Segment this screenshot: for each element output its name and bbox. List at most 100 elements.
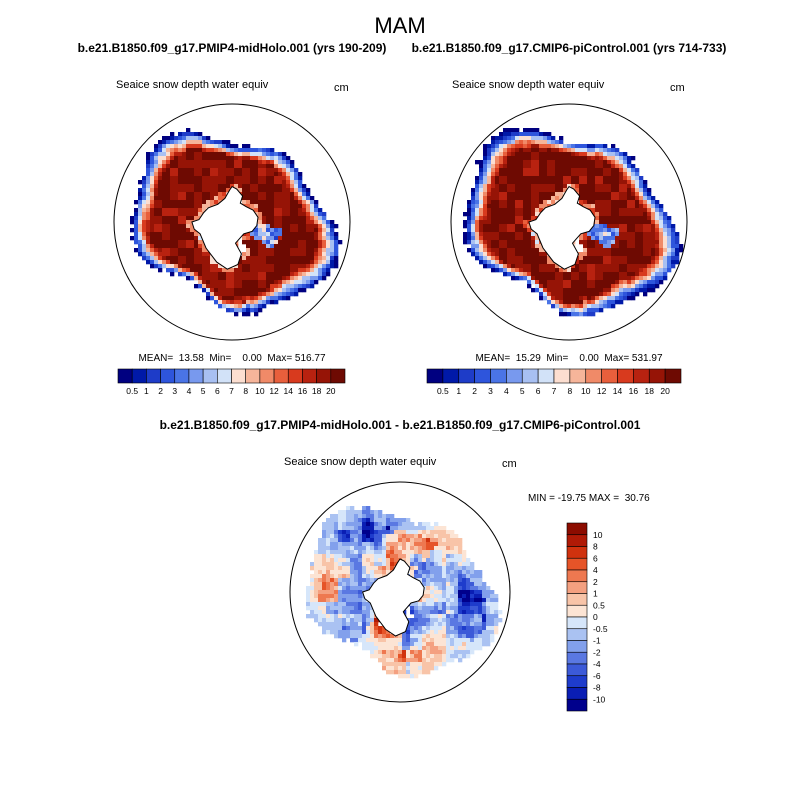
- map-cell: [258, 268, 263, 273]
- map-cell: [326, 598, 331, 603]
- map-cell: [655, 228, 660, 233]
- map-cell: [238, 156, 243, 161]
- map-cell: [615, 184, 620, 189]
- map-cell: [579, 148, 584, 153]
- map-cell: [326, 546, 331, 551]
- map-cell: [478, 578, 483, 583]
- map-cell: [206, 176, 211, 181]
- map-cell: [462, 582, 467, 587]
- map-cell: [306, 590, 311, 595]
- map-cell: [603, 204, 608, 209]
- map-cell: [434, 630, 439, 635]
- map-cell: [274, 152, 279, 157]
- map-cell: [174, 228, 179, 233]
- map-cell: [362, 534, 367, 539]
- map-cell: [166, 184, 171, 189]
- map-cell: [603, 144, 608, 149]
- map-cell: [543, 140, 548, 145]
- map-cell: [242, 264, 247, 269]
- field-title-difference: Seaice snow depth water equiv: [284, 456, 437, 468]
- map-cell: [527, 284, 532, 289]
- map-cell: [202, 284, 207, 289]
- map-cell: [551, 300, 556, 305]
- map-cell: [559, 284, 564, 289]
- map-cell: [322, 558, 327, 563]
- map-cell: [619, 296, 624, 301]
- map-cell: [210, 196, 215, 201]
- map-cell: [599, 188, 604, 193]
- map-cell: [202, 256, 207, 261]
- map-cell: [218, 180, 223, 185]
- map-cell: [647, 200, 652, 205]
- map-cell: [559, 164, 564, 169]
- map-cell: [374, 622, 379, 627]
- map-cell: [458, 626, 463, 631]
- map-cell: [523, 244, 528, 249]
- map-cell: [515, 276, 520, 281]
- map-cell: [198, 204, 203, 209]
- map-cell: [366, 518, 371, 523]
- map-cell: [418, 534, 423, 539]
- map-cell: [659, 220, 664, 225]
- map-cell: [643, 276, 648, 281]
- map-cell: [495, 252, 500, 257]
- map-cell: [531, 272, 536, 277]
- map-cell: [174, 252, 179, 257]
- map-cell: [643, 208, 648, 213]
- map-cell: [270, 180, 275, 185]
- map-cell: [314, 590, 319, 595]
- map-cell: [635, 220, 640, 225]
- map-cell: [318, 260, 323, 265]
- map-cell: [170, 216, 175, 221]
- map-cell: [583, 236, 588, 241]
- map-cell: [386, 550, 391, 555]
- map-cell: [615, 236, 620, 241]
- map-cell: [434, 538, 439, 543]
- map-cell: [202, 184, 207, 189]
- map-cell: [623, 180, 628, 185]
- map-cell: [242, 312, 247, 317]
- map-cell: [346, 626, 351, 631]
- map-cell: [563, 168, 568, 173]
- map-cell: [655, 260, 660, 265]
- map-cell: [635, 292, 640, 297]
- map-cell: [326, 578, 331, 583]
- map-cell: [266, 180, 271, 185]
- map-cell: [450, 638, 455, 643]
- map-cell: [503, 168, 508, 173]
- colorbar-box: [569, 368, 587, 384]
- map-cell: [262, 244, 267, 249]
- map-cell: [326, 240, 331, 245]
- map-cell: [238, 268, 243, 273]
- map-cell: [214, 184, 219, 189]
- map-cell: [326, 228, 331, 233]
- map-cell: [254, 200, 259, 205]
- map-cell: [475, 224, 480, 229]
- map-cell: [230, 164, 235, 169]
- map-cell: [507, 268, 512, 273]
- map-cell: [491, 192, 496, 197]
- map-cell: [346, 606, 351, 611]
- map-cell: [402, 610, 407, 615]
- map-cell: [174, 268, 179, 273]
- map-cell: [483, 220, 488, 225]
- map-cell: [330, 574, 335, 579]
- map-cell: [523, 156, 528, 161]
- map-cell: [218, 276, 223, 281]
- map-cell: [611, 180, 616, 185]
- map-cell: [182, 236, 187, 241]
- map-cell: [458, 638, 463, 643]
- map-cell: [434, 594, 439, 599]
- map-cell: [531, 164, 536, 169]
- map-cell: [511, 160, 516, 165]
- map-cell: [166, 216, 171, 221]
- map-cell: [523, 216, 528, 221]
- map-cell: [346, 546, 351, 551]
- map-cell: [322, 554, 327, 559]
- map-cell: [234, 304, 239, 309]
- map-cell: [490, 638, 495, 643]
- map-cell: [186, 224, 191, 229]
- map-cell: [218, 152, 223, 157]
- map-cell: [242, 240, 247, 245]
- map-cell: [254, 256, 259, 261]
